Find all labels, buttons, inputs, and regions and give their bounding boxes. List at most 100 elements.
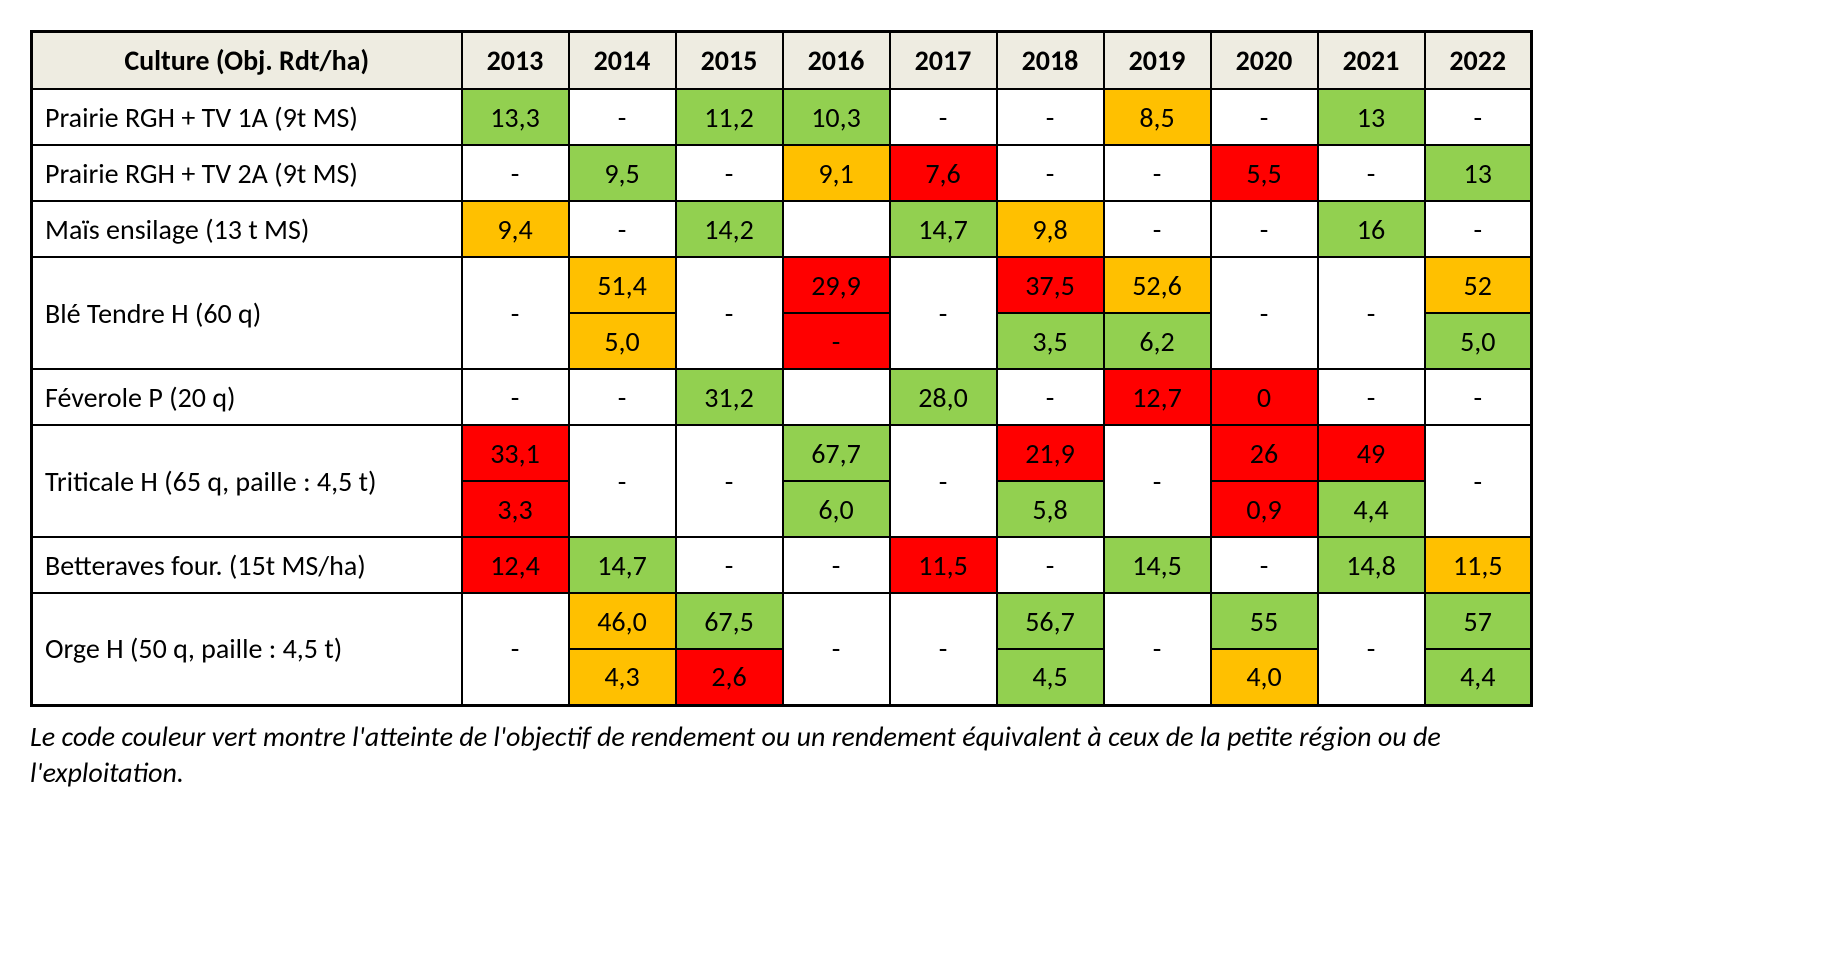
data-cell: 49 [1318,425,1425,481]
table-row: Orge H (50 q, paille : 4,5 t)-46,067,5--… [32,593,1532,649]
data-cell: - [997,537,1104,593]
data-cell: 14,7 [569,537,676,593]
data-cell: 5,0 [1425,313,1532,369]
data-cell: 11,5 [1425,537,1532,593]
data-cell: 4,3 [569,649,676,705]
data-cell: - [1318,593,1425,705]
data-cell: 33,1 [462,425,569,481]
data-cell: 9,5 [569,145,676,201]
year-header: 2020 [1211,32,1318,90]
table-row: Féverole P (20 q)--31,228,0-12,70-- [32,369,1532,425]
yield-table-container: Culture (Obj. Rdt/ha)2013201420152016201… [30,30,1540,791]
table-row: Blé Tendre H (60 q)-51,4-29,9-37,552,6--… [32,257,1532,313]
data-cell: 16 [1318,201,1425,257]
data-cell: - [1318,369,1425,425]
data-cell: - [1104,145,1211,201]
data-cell: - [676,425,783,537]
data-cell [783,369,890,425]
data-cell: 9,4 [462,201,569,257]
data-cell: 52 [1425,257,1532,313]
data-cell [783,201,890,257]
table-body: Prairie RGH + TV 1A (9t MS)13,3-11,210,3… [32,89,1532,705]
year-header: 2018 [997,32,1104,90]
data-cell: - [890,257,997,369]
data-cell: 26 [1211,425,1318,481]
data-cell: - [462,145,569,201]
data-cell: - [1104,593,1211,705]
culture-header: Culture (Obj. Rdt/ha) [32,32,462,90]
data-cell: 6,2 [1104,313,1211,369]
year-header: 2014 [569,32,676,90]
data-cell: 14,8 [1318,537,1425,593]
table-row: Betteraves four. (15t MS/ha)12,414,7--11… [32,537,1532,593]
data-cell: 3,5 [997,313,1104,369]
row-label: Prairie RGH + TV 1A (9t MS) [32,89,462,145]
data-cell: 56,7 [997,593,1104,649]
data-cell: 51,4 [569,257,676,313]
data-cell: - [1318,145,1425,201]
data-cell: - [569,89,676,145]
row-label: Prairie RGH + TV 2A (9t MS) [32,145,462,201]
data-cell: 5,8 [997,481,1104,537]
row-label: Triticale H (65 q, paille : 4,5 t) [32,425,462,537]
data-cell: 37,5 [997,257,1104,313]
data-cell: 3,3 [462,481,569,537]
data-cell: - [569,369,676,425]
data-cell: - [462,369,569,425]
data-cell: 55 [1211,593,1318,649]
data-cell: 12,4 [462,537,569,593]
data-cell: 28,0 [890,369,997,425]
data-cell: - [890,593,997,705]
table-header: Culture (Obj. Rdt/ha)2013201420152016201… [32,32,1532,90]
data-cell: - [462,257,569,369]
data-cell: 11,5 [890,537,997,593]
data-cell: - [997,145,1104,201]
data-cell: 4,0 [1211,649,1318,705]
data-cell: - [997,89,1104,145]
data-cell: - [676,257,783,369]
year-header: 2015 [676,32,783,90]
data-cell: - [1425,425,1532,537]
data-cell: 6,0 [783,481,890,537]
row-label: Orge H (50 q, paille : 4,5 t) [32,593,462,705]
row-label: Betteraves four. (15t MS/ha) [32,537,462,593]
data-cell: 4,4 [1425,649,1532,705]
data-cell: - [676,537,783,593]
data-cell: 4,4 [1318,481,1425,537]
data-cell: 67,7 [783,425,890,481]
data-cell: 8,5 [1104,89,1211,145]
yield-table: Culture (Obj. Rdt/ha)2013201420152016201… [30,30,1533,707]
year-header: 2021 [1318,32,1425,90]
data-cell: 29,9 [783,257,890,313]
data-cell: - [1211,89,1318,145]
data-cell: - [1425,89,1532,145]
table-row: Prairie RGH + TV 2A (9t MS)-9,5-9,17,6--… [32,145,1532,201]
data-cell: 21,9 [997,425,1104,481]
data-cell: - [1425,201,1532,257]
year-header: 2016 [783,32,890,90]
data-cell: 13 [1318,89,1425,145]
data-cell: 14,7 [890,201,997,257]
data-cell: 7,6 [890,145,997,201]
data-cell: 9,1 [783,145,890,201]
data-cell: 10,3 [783,89,890,145]
data-cell: 2,6 [676,649,783,705]
data-cell: 12,7 [1104,369,1211,425]
data-cell: 0 [1211,369,1318,425]
data-cell: - [462,593,569,705]
data-cell: - [1104,201,1211,257]
table-row: Triticale H (65 q, paille : 4,5 t)33,1--… [32,425,1532,481]
data-cell: 13,3 [462,89,569,145]
data-cell: - [1104,425,1211,537]
row-label: Féverole P (20 q) [32,369,462,425]
data-cell: - [569,201,676,257]
data-cell: 9,8 [997,201,1104,257]
row-label: Maïs ensilage (13 t MS) [32,201,462,257]
data-cell: - [1318,257,1425,369]
data-cell: 14,2 [676,201,783,257]
row-label: Blé Tendre H (60 q) [32,257,462,369]
data-cell: - [890,425,997,537]
data-cell: 5,0 [569,313,676,369]
table-row: Prairie RGH + TV 1A (9t MS)13,3-11,210,3… [32,89,1532,145]
table-row: Maïs ensilage (13 t MS)9,4-14,214,79,8--… [32,201,1532,257]
